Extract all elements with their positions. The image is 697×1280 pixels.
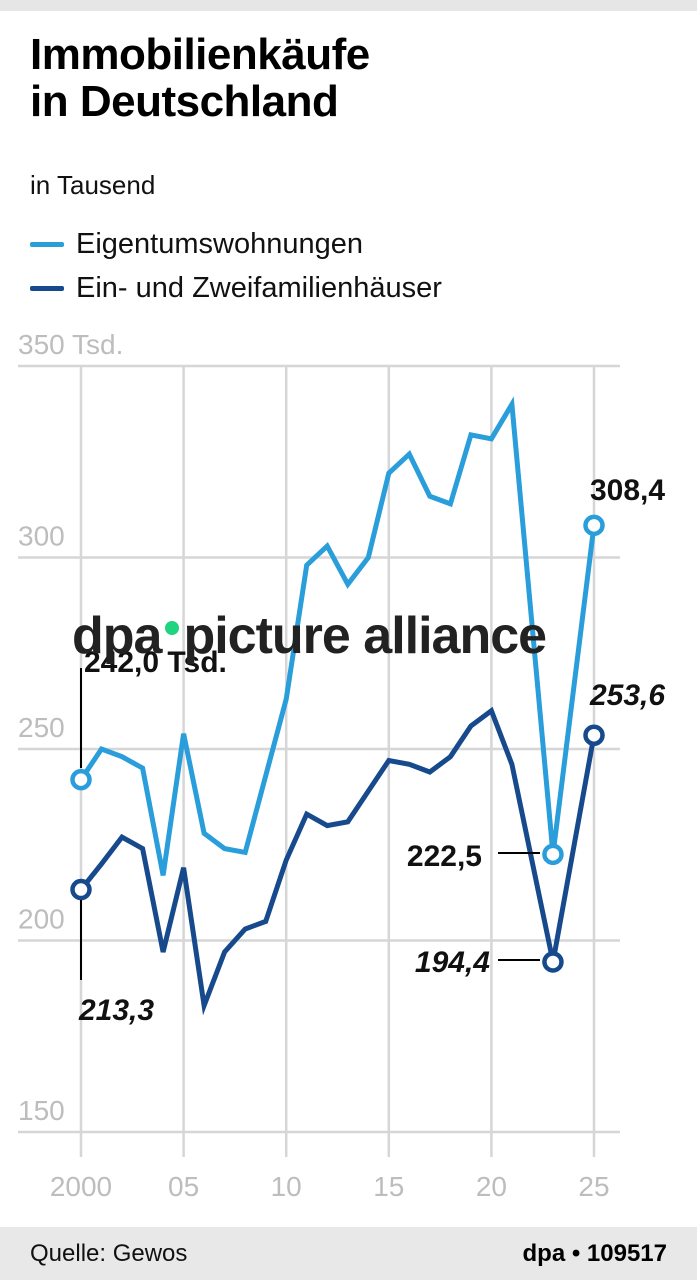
x-tick-label: 25 — [578, 1171, 609, 1202]
line-chart: 150 200 250 300 350 Tsd. 2000 05 10 15 20 25 242,0… — [18, 329, 665, 1202]
y-tick-label: 250 — [18, 712, 65, 743]
legend-item-ein-zweifamilienhaeuser: Ein- und Zweifamilienhäuser — [30, 266, 442, 310]
series-line-1 — [79, 706, 597, 1016]
top-bar — [0, 0, 697, 11]
legend-label: Eigentumswohnungen — [76, 227, 363, 260]
chart-title: Immobilienkäufe in Deutschland — [30, 30, 670, 126]
title-line-1: Immobilienkäufe — [30, 30, 370, 79]
y-tick-label: 150 — [18, 1095, 65, 1126]
value-label: 213,3 — [78, 994, 154, 1027]
watermark-right: picture alliance — [183, 607, 547, 665]
annotations: 242,0 Tsd. 213,3 308,4 253,6 222,5 194,4 — [78, 474, 665, 1027]
footer: Quelle: Gewos dpa • 109517 — [0, 1227, 697, 1280]
legend-item-eigentumswohnungen: Eigentumswohnungen — [30, 222, 442, 266]
axis-labels: 150 200 250 300 350 Tsd. 2000 05 10 15 20 25 — [18, 329, 610, 1202]
x-tick-label: 20 — [476, 1171, 507, 1202]
chart-subtitle: in Tausend — [30, 170, 156, 200]
x-tick-label: 05 — [168, 1171, 199, 1202]
legend-label: Ein- und Zweifamilienhäuser — [76, 271, 442, 304]
value-label: 242,0 Tsd. — [84, 646, 227, 679]
grid — [18, 364, 620, 1157]
value-label: 194,4 — [415, 946, 490, 979]
watermark-left: dpa — [72, 607, 162, 665]
point-marker-icon — [542, 951, 564, 973]
point-marker-icon — [70, 878, 92, 901]
legend: Eigentumswohnungen Ein- und Zweifamilien… — [30, 222, 442, 310]
watermark: dpa picture alliance — [72, 606, 547, 666]
y-tick-label: 350 Tsd. — [18, 329, 123, 360]
value-label: 253,6 — [589, 679, 665, 712]
series-line-0 — [78, 396, 597, 876]
legend-swatch-light-line-icon — [30, 241, 64, 247]
value-label: 222,5 — [407, 840, 482, 873]
x-tick-label: 2000 — [50, 1171, 112, 1202]
watermark-dot-icon — [165, 621, 180, 635]
point-marker-icon — [70, 768, 92, 791]
credit-label: dpa • 109517 — [522, 1239, 668, 1267]
legend-swatch-dark-line-icon — [30, 285, 64, 291]
point-marker-icon — [542, 843, 564, 866]
x-tick-label: 15 — [373, 1171, 404, 1202]
value-label: 308,4 — [590, 474, 665, 507]
y-tick-label: 200 — [18, 904, 65, 935]
series-lines — [70, 396, 605, 1016]
point-marker-icon — [583, 514, 605, 537]
source-label: Quelle: Gewos — [30, 1239, 188, 1267]
title-line-2: in Deutschland — [30, 76, 339, 126]
x-tick-label: 10 — [271, 1171, 302, 1202]
point-marker-icon — [583, 724, 605, 746]
y-tick-label: 300 — [18, 521, 65, 552]
